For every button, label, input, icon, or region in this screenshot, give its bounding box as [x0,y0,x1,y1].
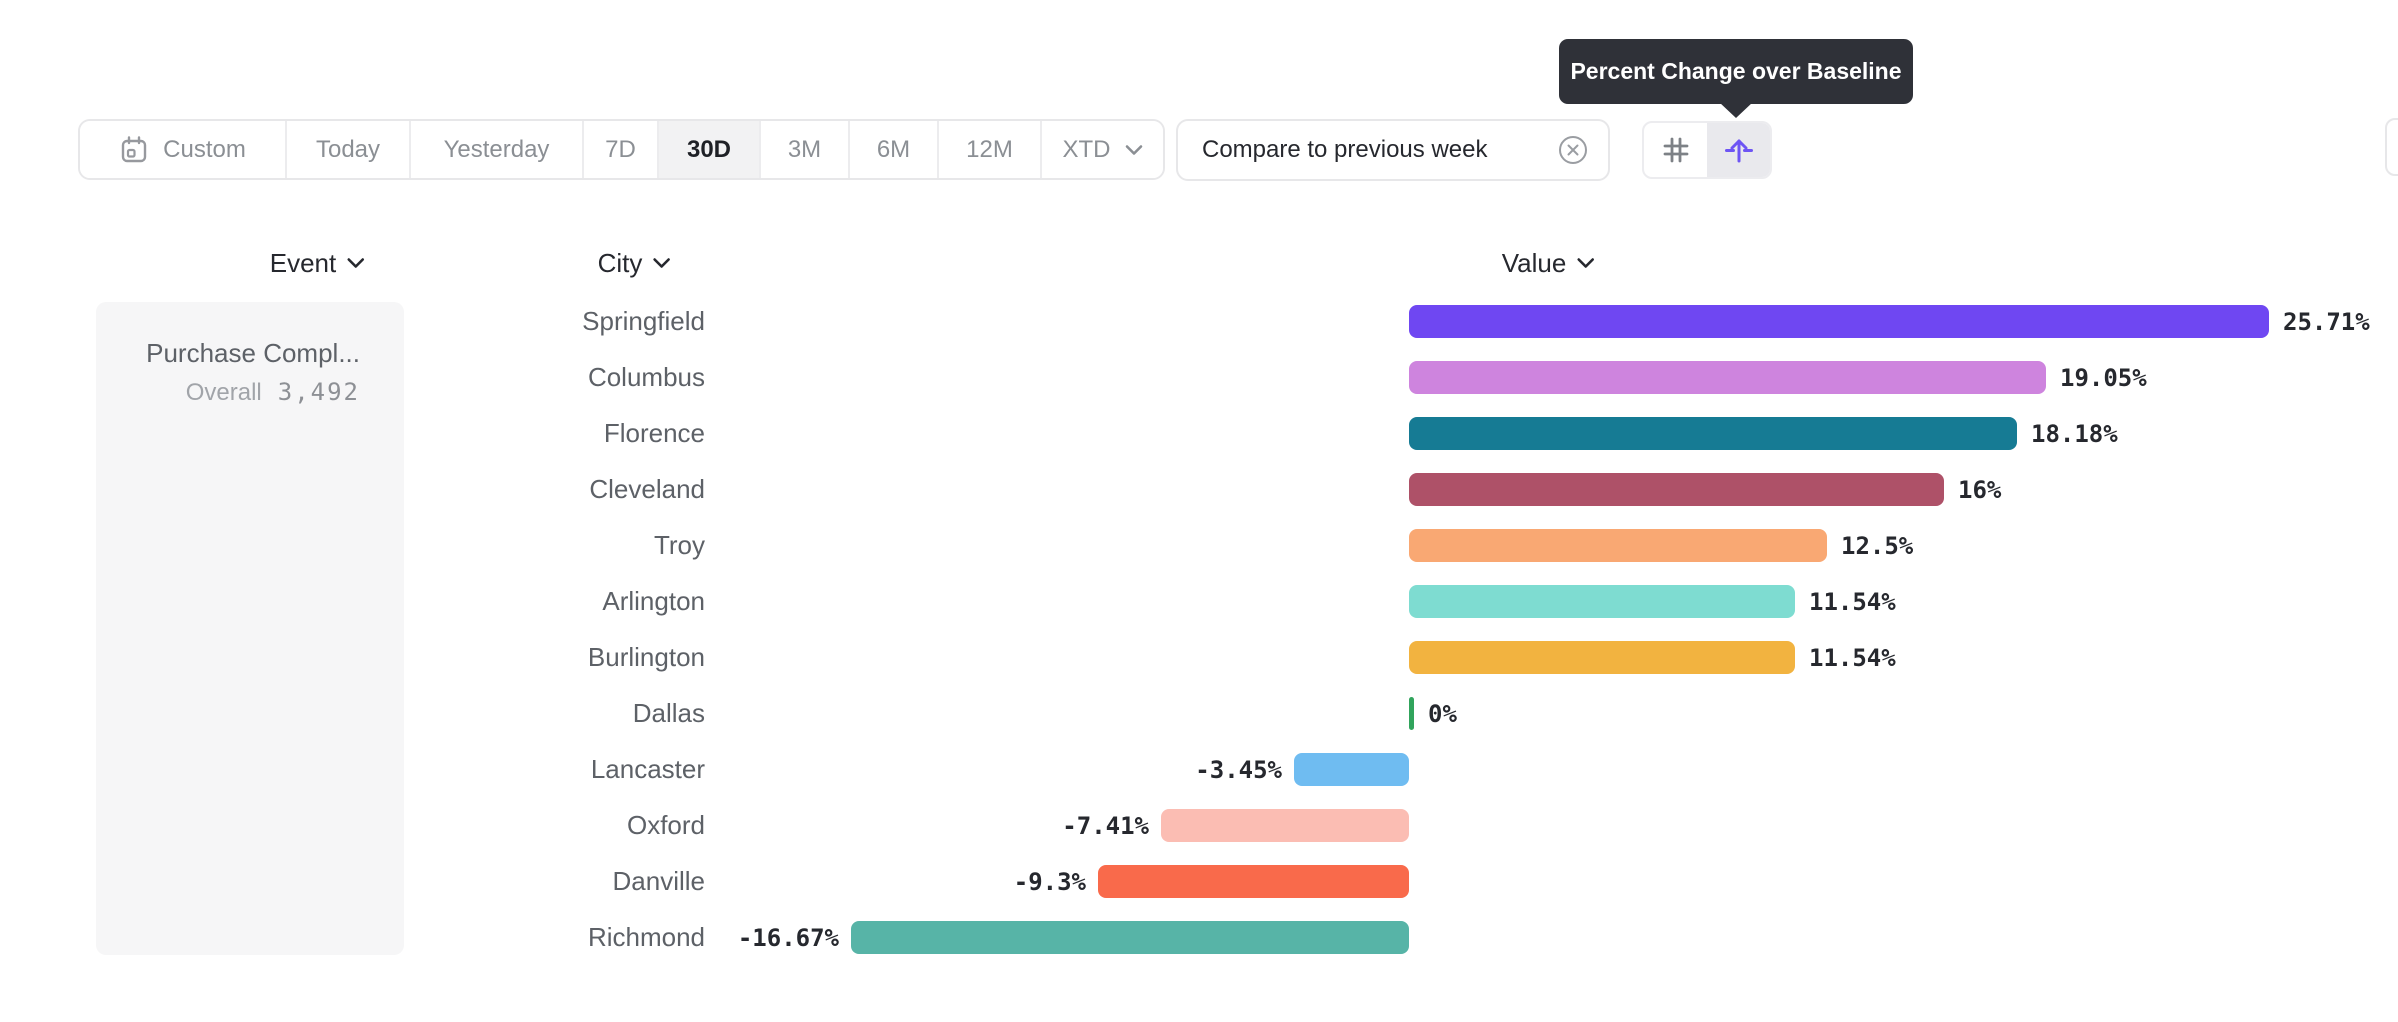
chevron-down-icon [1576,258,1594,268]
event-card[interactable]: Purchase Compl... Overall 3,492 [96,302,404,955]
date-range-today[interactable]: Today [287,121,411,178]
value-bar-burlington[interactable] [1409,641,1795,674]
date-range-label: 12M [966,135,1013,163]
date-range-label: 7D [605,135,636,163]
city-label-oxford[interactable]: Oxford [626,810,705,840]
date-range-7d[interactable]: 7D [584,121,659,178]
value-label-florence: 18.18% [2031,420,2118,448]
chevron-down-icon [346,258,364,268]
value-bar-troy[interactable] [1409,529,1827,562]
overall-value: 3,492 [277,378,360,406]
value-bar-springfield[interactable] [1409,305,2269,338]
date-range-label: XTD [1062,135,1111,163]
date-range-label: 30D [686,135,732,163]
date-range-12m[interactable]: 12M [939,121,1042,178]
column-header-event[interactable]: Event [270,247,365,279]
city-label-dallas[interactable]: Dallas [632,698,705,728]
date-range-group: Custom Today Yesterday 7D 30D 3M 6M 12M XTD [78,119,1165,180]
date-range-label: Yesterday [443,135,550,163]
date-range-3m[interactable]: 3M [761,121,850,178]
baseline-view-button[interactable] [1707,123,1770,177]
date-range-6m[interactable]: 6M [850,121,939,178]
calendar-icon [121,135,147,162]
date-range-xtd[interactable]: XTD [1042,121,1163,178]
city-label-columbus[interactable]: Columbus [587,362,705,392]
chevron-down-icon [653,258,670,268]
column-header-event-label: Event [269,247,337,278]
value-label-burlington: 11.54% [1809,644,1896,672]
value-label-oxford: -7.41% [1062,812,1149,840]
column-header-value[interactable]: Value [1502,247,1595,279]
city-label-springfield[interactable]: Springfield [582,306,705,336]
baseline-arrow-icon [1724,135,1754,165]
event-title: Purchase Compl... [146,338,360,368]
city-label-richmond[interactable]: Richmond [587,922,705,952]
x-circle-icon[interactable] [1558,135,1588,165]
value-label-springfield: 25.71% [2283,308,2370,336]
event-overall: Overall 3,492 [186,378,360,407]
value-label-richmond: -16.67% [737,924,839,952]
city-label-florence[interactable]: Florence [603,418,705,448]
date-range-label: 3M [787,135,822,163]
value-label-columbus: 19.05% [2060,364,2147,392]
value-bar-dallas[interactable] [1409,697,1414,730]
tooltip: Percent Change over Baseline [1559,39,1913,104]
edge-partial-button[interactable] [2385,118,2398,176]
city-label-burlington[interactable]: Burlington [587,642,705,672]
value-bar-richmond[interactable] [851,921,1409,954]
date-range-label: 6M [876,135,911,163]
column-header-city[interactable]: City [598,247,671,279]
city-label-danville[interactable]: Danville [612,866,706,896]
value-label-troy: 12.5% [1841,532,1914,560]
value-bar-oxford[interactable] [1161,809,1409,842]
city-label-arlington[interactable]: Arlington [602,586,705,616]
city-label-lancaster[interactable]: Lancaster [590,754,705,784]
compare-chip-label: Compare to previous week [1202,136,1488,163]
compare-chip[interactable]: Compare to previous week [1176,119,1610,181]
value-bar-florence[interactable] [1409,417,2017,450]
value-label-danville: -9.3% [1013,868,1086,896]
value-label-cleveland: 16% [1958,476,2002,504]
date-range-label: Today [315,135,381,163]
date-range-yesterday[interactable]: Yesterday [411,121,584,178]
overall-label: Overall [185,379,262,406]
hash-grid-icon [1661,135,1691,165]
value-label-lancaster: -3.45% [1195,756,1282,784]
date-range-label: Custom [163,135,246,163]
city-label-troy[interactable]: Troy [653,530,705,560]
grid-view-button[interactable] [1644,123,1707,177]
tooltip-text: Percent Change over Baseline [1570,58,1902,84]
value-bar-cleveland[interactable] [1409,473,1944,506]
column-header-value-label: Value [1501,247,1567,278]
value-bar-arlington[interactable] [1409,585,1795,618]
value-label-dallas: 0% [1428,700,1457,728]
chevron-down-icon [1125,144,1142,155]
value-bar-columbus[interactable] [1409,361,2046,394]
city-label-cleveland[interactable]: Cleveland [589,474,705,504]
value-label-arlington: 11.54% [1809,588,1896,616]
date-range-30d[interactable]: 30D [659,121,761,178]
value-bar-danville[interactable] [1098,865,1409,898]
tooltip-arrow [1719,102,1753,118]
column-header-city-label: City [597,247,643,278]
date-range-custom[interactable]: Custom [80,121,287,178]
view-toggle-group [1642,121,1772,179]
value-bar-lancaster[interactable] [1294,753,1409,786]
